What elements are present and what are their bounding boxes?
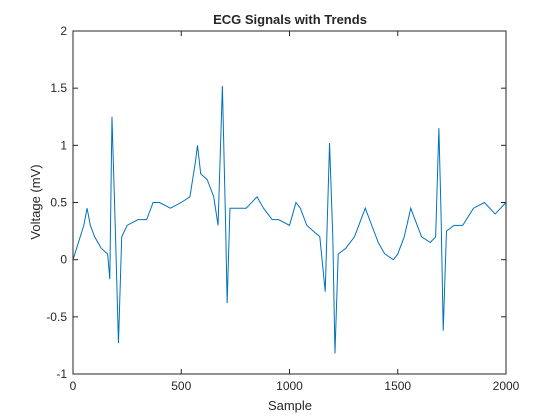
y-tick-label: 2 [60,24,67,38]
y-tick-label: -1 [56,367,67,381]
y-tick-label: 0.5 [50,196,67,210]
y-tick-label: 1.5 [50,81,67,95]
x-tick-label: 500 [171,379,191,393]
x-tick-label: 1500 [384,379,411,393]
x-tick-label: 0 [70,379,77,393]
x-tick-label: 1000 [276,379,303,393]
axes-box [72,30,507,375]
x-tick-label: 2000 [493,379,520,393]
y-tick-label: 1 [60,138,67,152]
y-tick-label: 0 [60,253,67,267]
line-series [72,85,507,354]
y-tick-label: -0.5 [46,310,67,324]
x-axis-label: Sample [268,398,312,413]
y-axis-label: Voltage (mV) [28,164,43,239]
chart-title: ECG Signals with Trends [213,12,367,27]
